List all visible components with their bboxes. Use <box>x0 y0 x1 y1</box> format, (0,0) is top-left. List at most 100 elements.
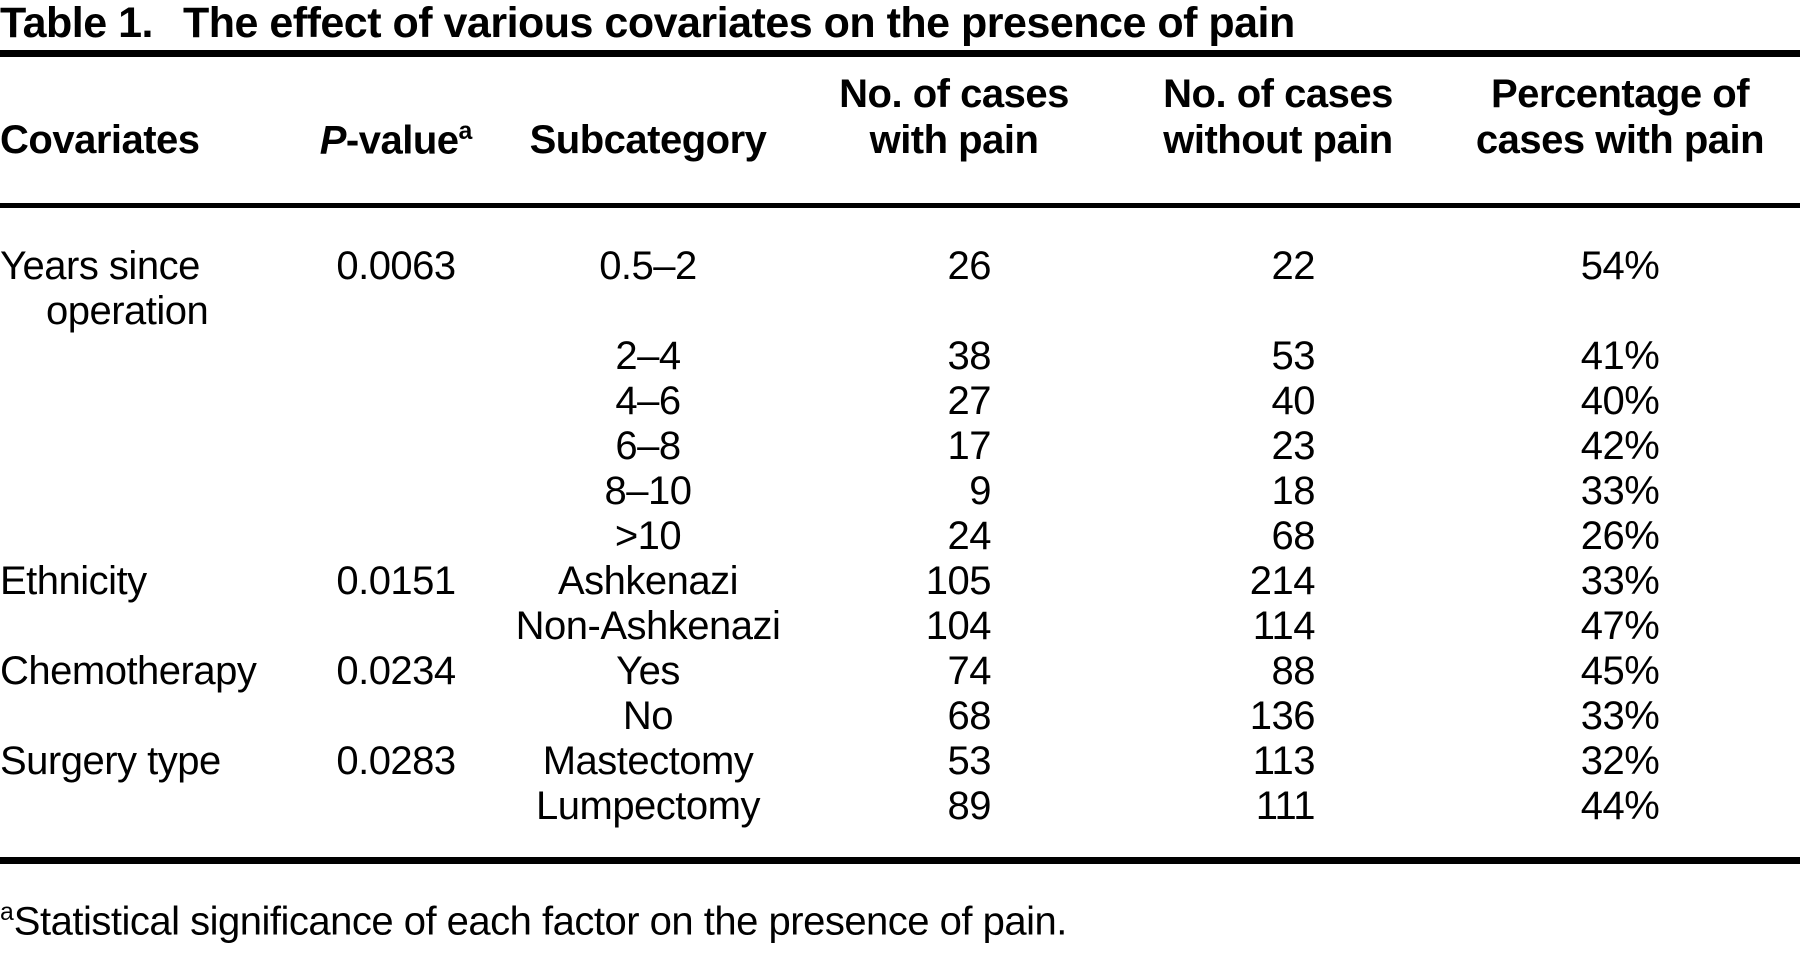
cell-with-pain: 68 <box>792 694 1116 739</box>
with-pain-value: 89 <box>947 784 992 828</box>
cell-percentage: 54% <box>1580 244 1660 288</box>
without-pain-value: 113 <box>1252 739 1316 783</box>
cell-covariate <box>0 469 288 514</box>
cell-subcategory: Non-Ashkenazi <box>515 604 781 648</box>
column-header-cases-without-pain: No. of cases without pain <box>1116 53 1440 208</box>
column-header-cases-with-pain: No. of cases with pain <box>792 53 1116 208</box>
without-pain-value: 18 <box>1271 469 1316 513</box>
with-pain-value: 9 <box>969 469 991 513</box>
cell-with-pain: 38 <box>792 334 1116 379</box>
without-pain-value: 22 <box>1271 244 1316 288</box>
with-pain-value: 24 <box>947 514 992 558</box>
with-pain-value: 38 <box>947 334 992 378</box>
cell-subcategory: Mastectomy <box>542 739 754 783</box>
cell-without-pain: 114 <box>1116 604 1440 649</box>
pvalue-p-italic: P <box>319 118 347 162</box>
without-pain-value: 111 <box>1255 784 1316 828</box>
cell-without-pain: 88 <box>1116 649 1440 694</box>
cell-percentage: 40% <box>1580 379 1660 423</box>
cell-percentage: 47% <box>1580 604 1660 648</box>
table-row: >10 24 68 26% <box>0 514 1800 559</box>
cell-subcategory: Yes <box>616 649 680 693</box>
cell-subcategory: 8–10 <box>604 469 692 513</box>
cell-covariate <box>0 514 288 559</box>
table-header-row: Covariates P-valuea Subcategory No. of c… <box>0 53 1800 208</box>
without-pain-value: 88 <box>1271 649 1316 693</box>
cell-without-pain: 113 <box>1116 739 1440 784</box>
without-pain-value: 68 <box>1271 514 1316 558</box>
cell-with-pain: 24 <box>792 514 1116 559</box>
column-header-pvalue: P-valuea <box>288 53 504 208</box>
cell-with-pain: 53 <box>792 739 1116 784</box>
cell-covariate <box>0 604 288 649</box>
cell-pvalue: 0.0234 <box>336 649 456 693</box>
cell-percentage: 32% <box>1580 739 1660 783</box>
cell-subcategory: >10 <box>614 514 682 558</box>
cell-without-pain: 136 <box>1116 694 1440 739</box>
cell-with-pain: 74 <box>792 649 1116 694</box>
with-pain-value: 105 <box>925 559 992 603</box>
cell-percentage: 45% <box>1580 649 1660 693</box>
without-pain-value: 214 <box>1249 559 1316 603</box>
table-row: 2–4 38 53 41% <box>0 334 1800 379</box>
table-footnote: aStatistical significance of each factor… <box>0 864 1800 944</box>
cell-subcategory: 0.5–2 <box>599 244 697 288</box>
with-pain-value: 26 <box>947 244 992 288</box>
without-pain-value: 114 <box>1252 604 1316 648</box>
cell-subcategory: No <box>622 694 674 738</box>
without-pain-value: 136 <box>1249 694 1316 738</box>
column-header-percentage: Percentage of cases with pain <box>1440 53 1800 208</box>
column-header-subcategory: Subcategory <box>504 53 792 208</box>
cell-pvalue: 0.0151 <box>336 559 456 603</box>
cell-percentage: 41% <box>1580 334 1660 378</box>
column-header-covariates: Covariates <box>0 53 288 208</box>
table-row: Non-Ashkenazi 104 114 47% <box>0 604 1800 649</box>
cell-covariate <box>0 334 288 379</box>
cell-covariate: Chemotherapy <box>0 649 257 693</box>
cell-with-pain: 9 <box>792 469 1116 514</box>
table-title-text: The effect of various covariates on the … <box>182 0 1295 47</box>
cell-subcategory: Lumpectomy <box>536 784 760 828</box>
cell-percentage: 33% <box>1580 469 1660 513</box>
cell-percentage: 33% <box>1580 694 1660 738</box>
cell-without-pain: 53 <box>1116 334 1440 379</box>
table-row: Years since operation 0.0063 0.5–2 26 22… <box>0 206 1800 335</box>
cell-pvalue <box>288 514 504 559</box>
cell-covariate <box>0 694 288 739</box>
cell-pvalue: 0.0283 <box>336 739 456 783</box>
pvalue-rest: -value <box>345 118 459 162</box>
with-pain-value: 68 <box>947 694 992 738</box>
table-row: Ethnicity 0.0151 Ashkenazi 105 214 33% <box>0 559 1800 604</box>
cell-percentage: 44% <box>1580 784 1660 828</box>
pvalue-footnote-marker: a <box>458 117 473 145</box>
cell-without-pain: 214 <box>1116 559 1440 604</box>
table-number-label: Table 1. <box>0 0 153 47</box>
cell-covariate <box>0 784 288 861</box>
cell-with-pain: 17 <box>792 424 1116 469</box>
without-pain-value: 23 <box>1271 424 1316 468</box>
cell-without-pain: 111 <box>1116 784 1440 861</box>
cell-covariate <box>0 424 288 469</box>
cell-covariate: Surgery type <box>0 739 221 783</box>
cell-subcategory: 4–6 <box>615 379 681 423</box>
cell-without-pain: 23 <box>1116 424 1440 469</box>
cell-pvalue <box>288 424 504 469</box>
cell-covariate: Ethnicity <box>0 559 147 603</box>
cell-pvalue <box>288 604 504 649</box>
cell-with-pain: 26 <box>792 206 1116 335</box>
table-row: 8–10 9 18 33% <box>0 469 1800 514</box>
cell-pvalue <box>288 469 504 514</box>
footnote-marker: a <box>0 899 14 926</box>
cell-covariate: Years since operation <box>0 244 209 333</box>
table-title: Table 1. The effect of various covariates… <box>0 0 1800 50</box>
with-pain-value: 27 <box>947 379 992 423</box>
cell-without-pain: 68 <box>1116 514 1440 559</box>
cell-pvalue <box>288 694 504 739</box>
cell-without-pain: 22 <box>1116 206 1440 335</box>
table-row: No 68 136 33% <box>0 694 1800 739</box>
cell-pvalue <box>288 379 504 424</box>
cell-with-pain: 104 <box>792 604 1116 649</box>
covariates-table: Covariates P-valuea Subcategory No. of c… <box>0 50 1800 864</box>
cell-subcategory: Ashkenazi <box>557 559 739 603</box>
cell-pvalue: 0.0063 <box>336 244 456 288</box>
